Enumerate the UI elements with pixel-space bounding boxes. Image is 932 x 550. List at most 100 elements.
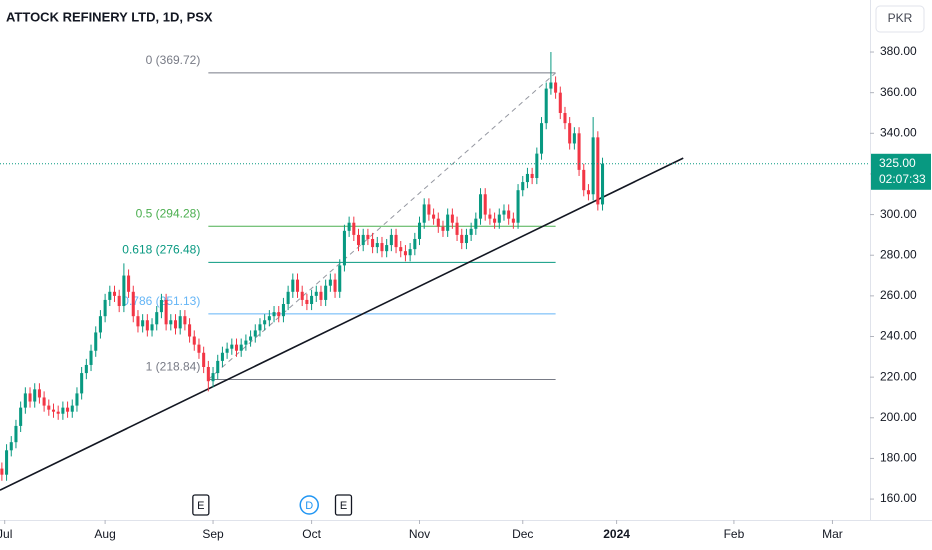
candle-body (103, 299, 107, 317)
candle-body (600, 163, 605, 205)
y-tick-label: 220.00 (880, 369, 917, 383)
candle-body (19, 407, 23, 426)
candle-body (300, 291, 304, 300)
candle-body (525, 173, 529, 183)
candle-body (399, 247, 403, 252)
candle-body (173, 320, 178, 329)
candle-body (586, 190, 590, 195)
y-tick-label: 200.00 (880, 410, 917, 424)
last-price-label: 325.00 (879, 156, 916, 170)
candle-body (291, 279, 295, 292)
candle-body (493, 218, 497, 223)
candle-body (230, 344, 234, 349)
x-tick-label: Sep (202, 527, 224, 541)
candle-body (89, 350, 93, 365)
candle-body (380, 243, 384, 252)
candle-body (375, 243, 379, 248)
candle-body (117, 295, 121, 307)
y-tick-label: 340.00 (880, 125, 917, 139)
candle-body (478, 194, 483, 219)
candle-body (371, 238, 375, 248)
candle-body (80, 373, 84, 394)
candle-body (202, 352, 206, 367)
candle-body (258, 324, 262, 331)
event-marker (299, 495, 319, 515)
countdown: 02:07:33 (879, 172, 926, 186)
candle-body (544, 88, 548, 124)
candle-body (267, 316, 271, 321)
candle-body (286, 291, 290, 304)
candle-body (554, 82, 558, 93)
candle-body (239, 344, 243, 351)
candle-body (342, 230, 346, 266)
candle-body (127, 275, 131, 292)
candle-body (394, 234, 398, 248)
candle-body (389, 234, 393, 246)
candle-body (295, 279, 300, 292)
candle-body (558, 92, 562, 113)
candle-body (422, 204, 426, 223)
y-tick-label: 300.00 (880, 207, 917, 221)
candle-body (441, 226, 445, 231)
candle-body (234, 344, 239, 351)
candle-body (281, 303, 285, 317)
x-tick-label: Feb (724, 527, 745, 541)
event-label: D (305, 500, 313, 512)
candle-body (150, 324, 154, 331)
x-tick-label: Dec (512, 527, 533, 541)
candle-body (33, 389, 37, 402)
y-tick-label: 280.00 (880, 247, 917, 261)
candle-body (460, 234, 464, 244)
x-tick-label: Nov (409, 527, 430, 541)
fib-label: 1 (218.84) (146, 360, 201, 374)
last-price-box (871, 153, 931, 190)
candle-body (61, 407, 65, 414)
x-tick-label: Aug (94, 527, 115, 541)
candle-body (403, 251, 407, 256)
candle-body (305, 299, 309, 304)
candle-body (450, 214, 454, 223)
candle-body (488, 214, 492, 219)
candle-body (51, 409, 56, 412)
candle-body (455, 222, 459, 235)
candle-body (572, 133, 576, 144)
candle-body (577, 133, 581, 170)
candle-body (23, 393, 27, 408)
candle-body (14, 425, 18, 443)
candle-body (131, 291, 135, 317)
currency: PKR (888, 11, 913, 25)
y-tick-label: 260.00 (880, 288, 917, 302)
candle-body (568, 123, 572, 144)
candle-body (122, 275, 126, 307)
candle-body (352, 222, 356, 235)
candle-body (361, 234, 365, 246)
x-tick-label: Oct (302, 527, 321, 541)
candle-body (192, 336, 196, 345)
candle-body (483, 194, 487, 215)
currency-box[interactable] (875, 5, 925, 33)
candle-body (145, 320, 149, 331)
candle-body (314, 291, 318, 296)
candle-body (497, 214, 501, 223)
x-tick-label: Mar (822, 527, 843, 541)
fib-label: 0 (369.72) (146, 53, 201, 67)
candle-body (366, 234, 370, 239)
chart-title: ATTOCK REFINERY LTD, 1D, PSX (6, 9, 213, 24)
candle-body (169, 320, 173, 325)
candle-body (436, 218, 440, 227)
candle-body (112, 291, 117, 296)
candle-body (446, 214, 450, 231)
x-tick-label: 2024 (603, 527, 630, 541)
candle-body (319, 291, 323, 300)
event-label: E (197, 500, 204, 512)
candle-body (385, 245, 389, 252)
candle-body (530, 173, 534, 179)
candle-body (596, 137, 600, 205)
candle-body (225, 348, 229, 353)
candle-body (94, 332, 98, 351)
candle-body (469, 228, 473, 235)
candle-body (328, 279, 332, 286)
candle-body (197, 344, 201, 353)
event-marker (192, 494, 210, 516)
